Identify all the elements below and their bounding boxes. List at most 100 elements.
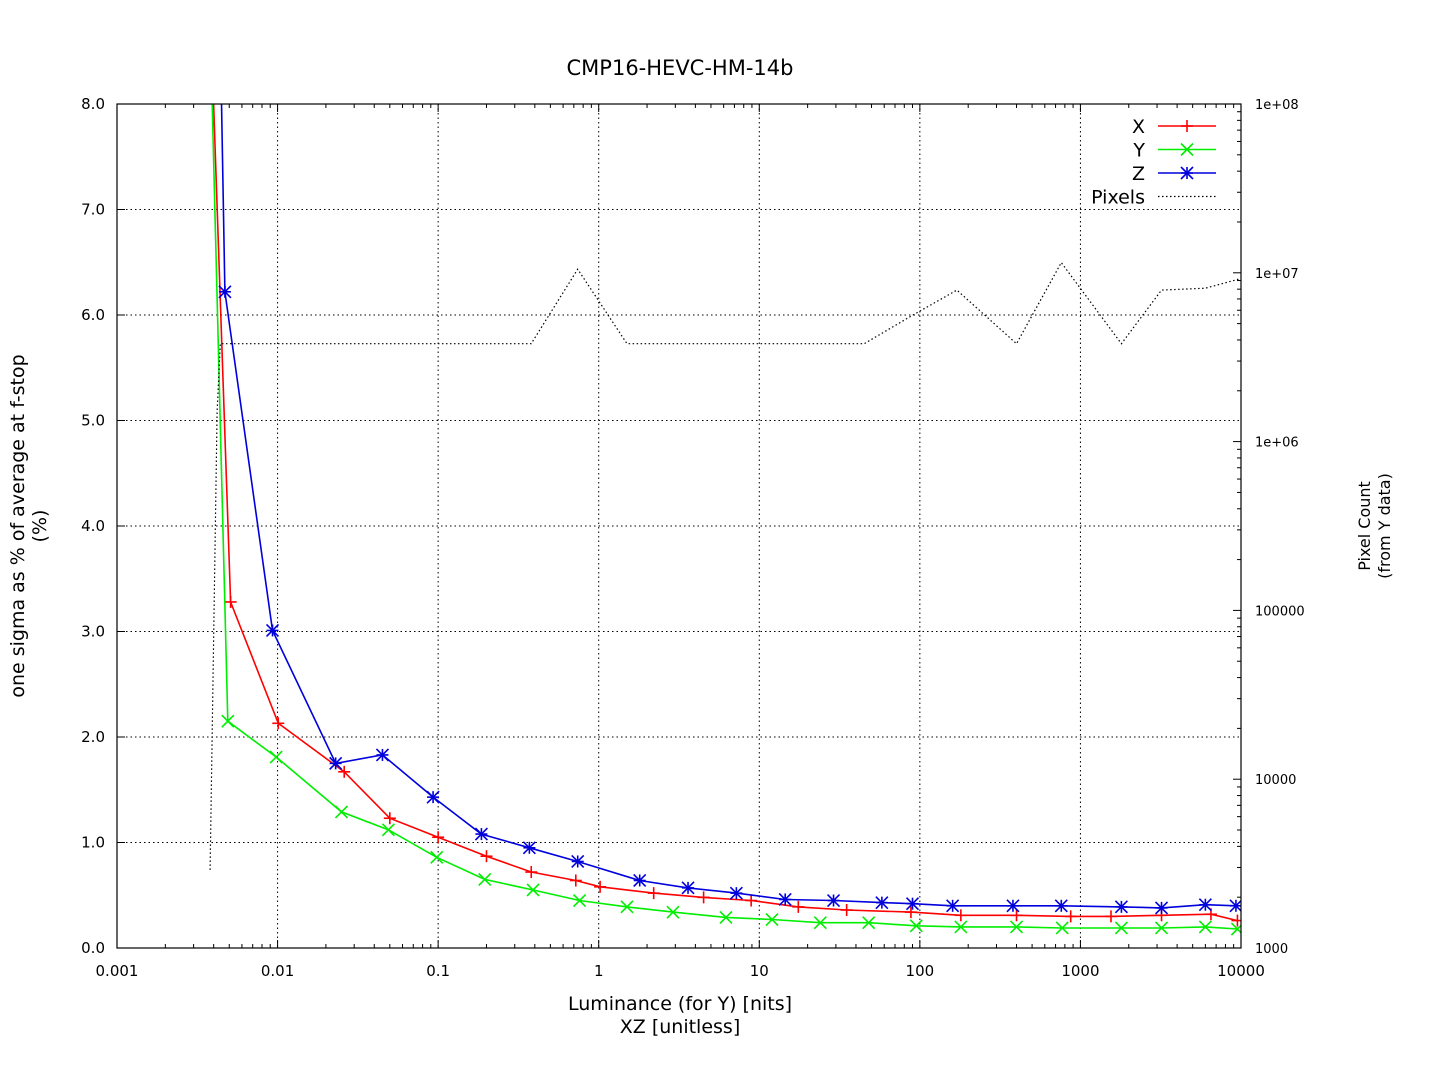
legend-label-pixels: Pixels — [1091, 187, 1145, 209]
data-point — [1114, 900, 1128, 914]
data-point — [478, 872, 492, 886]
series-markers-x — [224, 595, 1241, 927]
data-point — [620, 900, 634, 914]
y-tick-label: 5.0 — [81, 412, 105, 430]
data-point — [334, 805, 349, 819]
y2-tick-label: 10000 — [1255, 773, 1296, 788]
legend-label-z: Z — [1132, 163, 1145, 185]
y-tick-label: 7.0 — [81, 201, 105, 219]
y-axis-title-line2: (%) — [29, 510, 51, 543]
grid — [117, 104, 1241, 948]
series-line-x — [212, 104, 1238, 922]
data-point — [1055, 921, 1069, 935]
data-point — [338, 765, 351, 778]
data-point — [329, 756, 343, 770]
data-point — [381, 823, 395, 837]
data-point — [729, 886, 743, 900]
data-point — [526, 883, 540, 897]
data-point — [269, 750, 283, 764]
data-point — [792, 900, 805, 913]
data-point — [697, 891, 710, 904]
data-point — [426, 790, 440, 804]
data-point — [1010, 909, 1023, 922]
data-point — [1114, 921, 1128, 935]
data-point — [265, 623, 280, 638]
data-point — [474, 827, 488, 841]
y2-tick-label: 1000 — [1255, 942, 1288, 957]
x-tick-label: 1000 — [1061, 962, 1099, 980]
data-point — [1229, 899, 1241, 913]
data-point — [272, 717, 285, 730]
data-point — [430, 850, 444, 864]
series-line-pixels — [209, 261, 1240, 870]
x-tick-label: 1 — [594, 962, 604, 980]
chart-title: CMP16-HEVC-HM-14b — [567, 56, 794, 80]
data-point — [1180, 142, 1194, 157]
data-point — [522, 841, 536, 855]
y2-axis-title-line1: Pixel Count — [1355, 481, 1374, 571]
y-axis-title-line1: one sigma as % of average at f-stop — [7, 354, 29, 697]
data-point — [778, 892, 792, 907]
data-point — [826, 893, 841, 908]
data-point — [633, 873, 647, 888]
data-point — [909, 919, 923, 933]
data-point — [480, 850, 493, 863]
data-point — [904, 906, 917, 919]
data-point — [954, 920, 968, 934]
series-lines — [209, 104, 1241, 936]
data-point — [1180, 166, 1194, 180]
series-line-z — [220, 104, 1236, 909]
plot-frame — [116, 103, 1242, 949]
data-point — [224, 595, 237, 608]
data-point — [875, 896, 889, 910]
data-point — [1006, 899, 1020, 913]
x-axis-title-line2: XZ [unitless] — [620, 1016, 740, 1038]
y2-tick-label: 1e+08 — [1255, 98, 1299, 113]
data-point — [681, 881, 695, 895]
y-tick-label: 1.0 — [81, 834, 105, 852]
data-point — [1054, 899, 1068, 913]
y2-tick-label: 100000 — [1255, 604, 1305, 619]
data-point — [383, 812, 396, 825]
plot-area — [209, 104, 1241, 936]
data-point — [1231, 914, 1241, 927]
data-point — [218, 285, 232, 299]
data-point — [1181, 120, 1193, 132]
data-point — [745, 894, 758, 907]
x-tick-label: 0.1 — [426, 962, 450, 980]
y-tick-label: 4.0 — [81, 517, 105, 535]
data-point — [432, 831, 445, 844]
data-point — [594, 880, 607, 893]
data-point — [954, 909, 967, 922]
x-tick-label: 0.001 — [96, 962, 139, 980]
y-tick-label: 2.0 — [81, 728, 105, 746]
data-point — [375, 748, 390, 762]
data-point — [569, 874, 582, 887]
data-point — [1104, 910, 1117, 923]
legend-label-y: Y — [1132, 140, 1145, 162]
y2-tick-label: 1e+06 — [1255, 436, 1299, 451]
data-point — [840, 904, 853, 917]
data-point — [525, 866, 538, 879]
y2-axis-title-line2: (from Y data) — [1375, 473, 1394, 579]
data-point — [1154, 901, 1169, 915]
tick-labels: 0.001 0.01 0.1 1 10 100 1000 10000 0.0 1.0 2.0 3.0 4… — [81, 95, 1305, 980]
x-tick-label: 10000 — [1217, 962, 1265, 980]
y-tick-label: 0.0 — [81, 939, 105, 957]
data-point — [571, 854, 585, 869]
y-tick-label: 8.0 — [81, 95, 105, 113]
data-point — [1064, 910, 1077, 923]
data-point — [813, 916, 827, 930]
data-point — [647, 887, 660, 900]
data-point — [1198, 898, 1212, 912]
data-point — [1009, 920, 1024, 934]
data-point — [765, 912, 779, 927]
series-markers-y — [221, 714, 1241, 936]
data-point — [862, 916, 876, 930]
y-tick-label: 6.0 — [81, 306, 105, 324]
data-point — [1154, 921, 1169, 935]
x-axis-title-line1: Luminance (for Y) [nits] — [568, 993, 792, 1015]
data-point — [946, 899, 960, 913]
